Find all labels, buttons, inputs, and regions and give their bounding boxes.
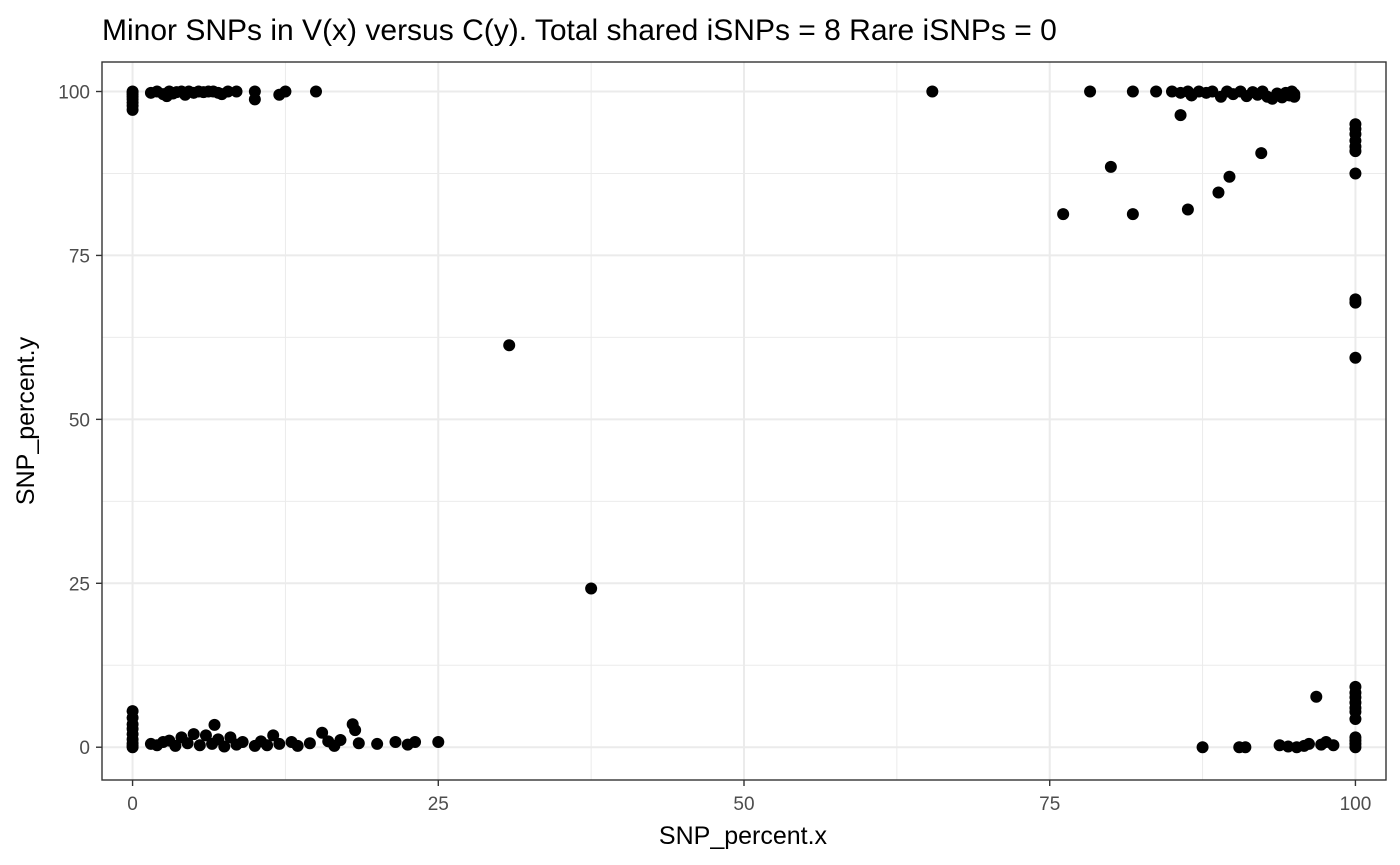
data-point	[1104, 160, 1117, 173]
data-point	[1349, 296, 1362, 309]
data-point	[409, 735, 422, 748]
data-point	[267, 729, 280, 742]
data-point	[349, 724, 362, 737]
y-tick-label: 100	[58, 83, 90, 104]
data-point	[279, 85, 292, 98]
data-point	[1223, 170, 1236, 183]
x-tick-label: 50	[733, 794, 754, 815]
data-point	[1057, 208, 1070, 221]
data-point	[218, 740, 231, 753]
chart-title: Minor SNPs in V(x) versus C(y). Total sh…	[102, 14, 1057, 47]
data-point	[1349, 741, 1362, 754]
x-tick-label: 25	[428, 794, 449, 815]
data-point	[316, 726, 329, 739]
data-point	[126, 103, 139, 116]
data-point	[1239, 741, 1252, 754]
data-point	[310, 85, 322, 98]
y-axis-ticks: 0 25 50 75 100	[58, 83, 102, 759]
data-point	[432, 735, 445, 748]
data-point	[1196, 741, 1209, 754]
data-point	[248, 93, 261, 106]
data-point	[273, 737, 286, 750]
data-point	[1150, 85, 1163, 98]
y-tick-label: 25	[69, 574, 90, 595]
y-tick-label: 75	[69, 246, 90, 267]
y-tick-label: 50	[69, 410, 90, 431]
data-point	[1288, 90, 1301, 103]
data-point	[1349, 351, 1362, 364]
data-point	[303, 737, 316, 750]
data-point	[1302, 737, 1315, 750]
data-point	[1212, 186, 1225, 199]
data-point	[193, 739, 206, 752]
x-tick-label: 0	[127, 794, 138, 815]
data-point	[181, 737, 194, 750]
data-point	[236, 735, 249, 748]
data-point	[585, 582, 598, 595]
y-tick-label: 0	[79, 738, 90, 759]
data-point	[230, 85, 243, 98]
y-axis-title: SNP_percent.y	[12, 336, 40, 505]
x-axis-ticks: 0 25 50 75 100	[127, 780, 1371, 815]
data-point	[1084, 85, 1097, 98]
data-point	[1255, 147, 1268, 160]
data-point	[199, 729, 212, 742]
data-point	[126, 741, 139, 754]
data-point	[1349, 713, 1362, 726]
data-point	[187, 728, 200, 741]
data-point	[1181, 203, 1194, 216]
data-point	[169, 739, 182, 752]
data-point	[1174, 109, 1187, 122]
data-point	[503, 339, 516, 352]
data-point	[1327, 739, 1340, 752]
data-point	[1349, 145, 1362, 158]
data-point	[334, 734, 347, 747]
grid-lines	[102, 62, 1386, 780]
data-point	[261, 739, 274, 752]
data-point	[352, 737, 365, 750]
data-point	[1126, 208, 1139, 221]
data-point	[926, 85, 939, 98]
data-points	[126, 85, 1362, 754]
data-point	[221, 85, 234, 98]
x-tick-label: 100	[1340, 794, 1372, 815]
data-point	[291, 739, 304, 752]
data-point	[1310, 690, 1323, 703]
data-point	[208, 718, 221, 731]
x-tick-label: 75	[1039, 794, 1060, 815]
data-point	[1126, 85, 1139, 98]
x-axis-title: SNP_percent.x	[659, 822, 828, 850]
data-point	[371, 737, 384, 750]
data-point	[389, 735, 402, 748]
data-point	[1282, 740, 1295, 753]
data-point	[1349, 167, 1362, 180]
